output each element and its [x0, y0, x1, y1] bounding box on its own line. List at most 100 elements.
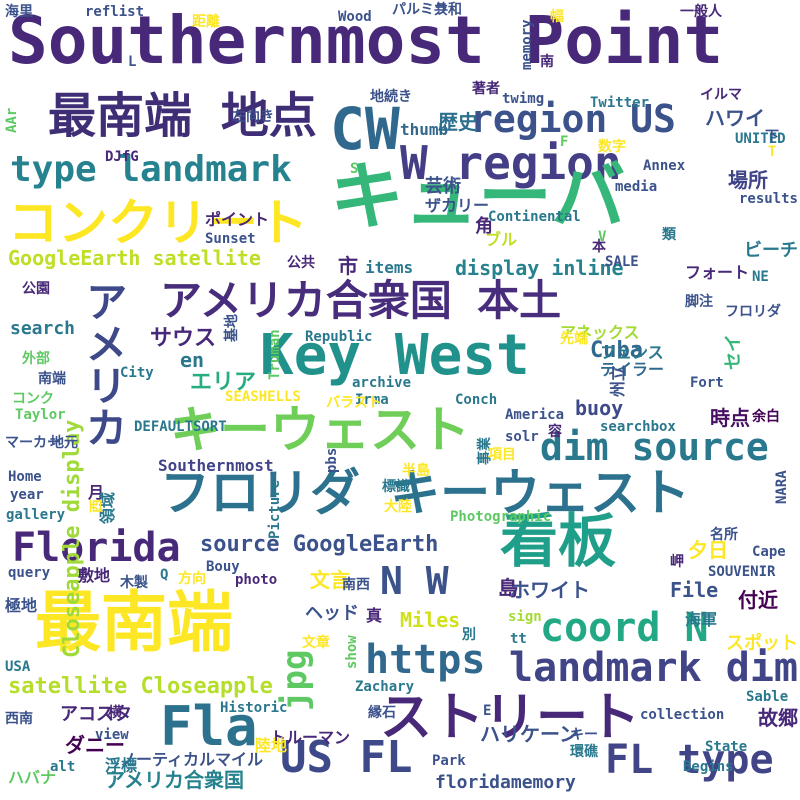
word-78: ハバナ: [8, 768, 57, 787]
word-2: 最南端 地点: [48, 88, 317, 144]
word-95: Home: [8, 469, 42, 485]
word-15: dim source: [540, 425, 769, 469]
word-170: L: [128, 54, 137, 70]
word-30: FL type: [605, 737, 774, 783]
word-183: State: [705, 739, 748, 755]
word-32: floridamemory: [435, 772, 576, 793]
word-42: エリア: [190, 370, 257, 395]
word-151: SALE: [605, 254, 639, 270]
word-112: 木製: [120, 575, 148, 591]
word-159: 下: [765, 129, 779, 145]
word-184: collection: [640, 707, 725, 723]
word-82: Republic: [305, 329, 373, 345]
word-175: パルミラ: [392, 2, 448, 18]
word-70: 故郷: [758, 706, 798, 730]
word-56: アネックス: [560, 323, 640, 342]
word-146: Annex: [643, 158, 686, 174]
word-150: Continental: [488, 209, 581, 225]
word-75: ダニー: [65, 733, 125, 757]
word-91: コンク: [12, 391, 54, 407]
word-96: year: [10, 487, 44, 503]
word-140: NARA: [774, 469, 790, 504]
word-137: searchbox: [600, 419, 676, 435]
word-33: Closeapple display: [60, 419, 85, 658]
word-119: 別: [462, 627, 476, 643]
word-182: Begins: [683, 759, 734, 775]
word-17: Florida: [12, 525, 181, 571]
word-88: 公園: [22, 281, 50, 297]
word-61: 付近: [738, 588, 778, 612]
word-93: マーカー: [5, 435, 61, 451]
word-66: ヘッド: [305, 603, 359, 624]
word-187: E: [483, 703, 492, 719]
word-133: archive: [352, 375, 412, 391]
word-89: 外部: [22, 351, 50, 367]
word-161: Twitter: [590, 95, 650, 111]
word-142: 名所: [710, 527, 738, 543]
word-11: アメリカ: [79, 280, 128, 448]
word-21: 最南端: [35, 584, 233, 661]
word-31: アメリカ合衆国: [105, 768, 244, 792]
word-115: Zachary: [355, 679, 415, 695]
word-84: Truman: [267, 329, 283, 381]
word-106: 西: [89, 499, 105, 514]
word-49: ブル: [485, 230, 518, 249]
word-163: 著者: [472, 81, 500, 97]
word-77: 陸地: [255, 736, 288, 755]
word-145: Sable: [746, 689, 789, 705]
word-155: V: [598, 229, 607, 245]
word-181: Park: [432, 753, 466, 769]
word-58: フェンス: [600, 343, 664, 362]
word-179: 一般人: [680, 4, 722, 20]
word-153: 脚注: [685, 294, 713, 310]
word-94: 地元: [50, 435, 78, 451]
word-122: 南西: [342, 577, 370, 593]
word-14: キーウェスト: [170, 401, 470, 459]
word-172: reflist: [85, 4, 145, 20]
word-131: Irma: [355, 392, 389, 408]
word-51: ハワイ: [705, 106, 765, 130]
word-37: File: [670, 578, 719, 602]
word-104: 月: [88, 483, 105, 502]
word-68: 海軍: [685, 610, 718, 629]
word-109: photo: [235, 572, 278, 588]
word-129: pbs: [324, 447, 340, 474]
word-24: landmark dim: [509, 645, 798, 691]
word-188: 容: [548, 424, 562, 440]
word-135: America: [505, 407, 565, 423]
word-164: twimg: [502, 91, 545, 107]
word-166: DJfG: [105, 149, 139, 165]
word-118: 文章: [302, 635, 330, 651]
word-123: 大陸: [384, 499, 412, 515]
word-38: Miles: [400, 608, 461, 632]
word-98: query: [8, 565, 51, 581]
word-5: type landmark: [10, 149, 292, 190]
word-36: buoy: [575, 396, 624, 420]
word-178: 幅: [550, 9, 564, 25]
word-117: show: [344, 634, 360, 669]
word-139: 余白: [752, 409, 780, 425]
word-148: results: [738, 191, 798, 207]
word-29: US FL: [280, 732, 413, 783]
word-39: items: [365, 258, 414, 277]
word-9: GoogleEarth satellite: [8, 246, 261, 270]
word-149: 類: [662, 227, 676, 243]
word-55: フロリダ: [725, 304, 781, 320]
word-171: 海里: [5, 4, 33, 20]
word-72: ノーティカルマイル: [120, 750, 264, 769]
word-107: Q: [160, 567, 169, 583]
word-114: Historic: [220, 700, 288, 716]
word-92: Taylor: [15, 407, 66, 423]
word-138: Fort: [690, 375, 724, 391]
word-4: CW: [330, 95, 400, 163]
word-34: display inline: [455, 256, 624, 280]
word-43: 時点: [710, 406, 750, 430]
word-136: solr: [505, 429, 539, 445]
word-157: F: [560, 134, 569, 150]
word-124: Photographic: [450, 509, 552, 525]
word-176: 共和: [434, 2, 462, 18]
word-130: Picture: [267, 479, 283, 539]
word-65: 文言: [310, 568, 350, 592]
word-54: フォート: [685, 263, 750, 282]
word-160: T: [768, 144, 777, 160]
